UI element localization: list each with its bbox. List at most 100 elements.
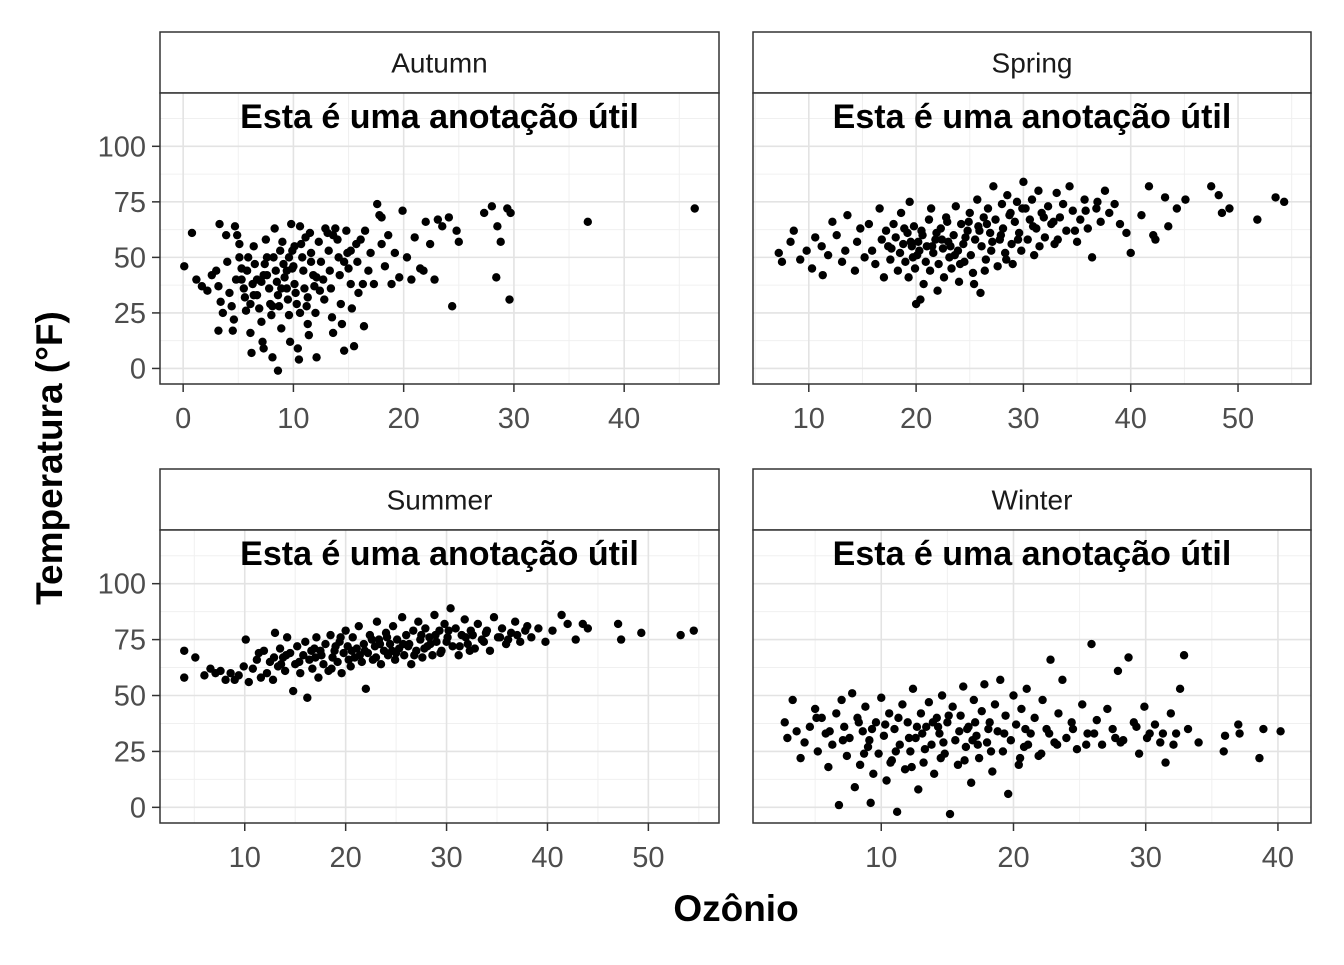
- data-point: [299, 651, 308, 660]
- data-point: [225, 288, 234, 298]
- data-point: [881, 720, 890, 729]
- data-point: [1134, 749, 1144, 758]
- data-point: [979, 213, 988, 222]
- data-point: [306, 248, 316, 258]
- data-point: [1103, 704, 1112, 714]
- data-point: [244, 677, 253, 687]
- data-point: [855, 760, 865, 770]
- data-point: [312, 633, 321, 642]
- data-point: [278, 237, 287, 247]
- data-point: [783, 733, 792, 743]
- data-point: [360, 226, 370, 235]
- data-point: [1044, 729, 1054, 738]
- data-point: [993, 262, 1002, 271]
- data-point: [460, 615, 469, 624]
- x-tick-label: 20: [330, 842, 362, 874]
- data-point: [493, 222, 502, 231]
- data-point: [1030, 713, 1039, 723]
- data-point: [407, 275, 416, 284]
- data-point: [811, 233, 820, 242]
- data-point: [1179, 651, 1189, 660]
- data-point: [583, 217, 592, 227]
- data-point: [828, 217, 837, 227]
- data-point: [1276, 727, 1285, 736]
- data-point: [924, 698, 934, 707]
- data-point: [444, 626, 453, 635]
- data-point: [886, 255, 895, 264]
- data-point: [247, 348, 256, 358]
- data-point: [789, 226, 798, 235]
- data-point: [398, 639, 408, 649]
- data-point: [497, 624, 507, 633]
- data-point: [465, 646, 474, 655]
- data-point: [840, 722, 849, 732]
- data-point: [262, 668, 272, 678]
- data-point: [489, 613, 499, 622]
- facet-strip: [159, 31, 720, 94]
- x-tick-label: 20: [997, 842, 1029, 874]
- data-point: [969, 279, 979, 289]
- data-point: [454, 651, 463, 660]
- data-point: [248, 664, 258, 673]
- data-point: [961, 742, 971, 752]
- data-point: [908, 684, 918, 694]
- x-tick-label: 40: [1262, 842, 1294, 874]
- data-point: [268, 302, 277, 311]
- data-point: [249, 290, 258, 300]
- data-point: [1049, 217, 1058, 227]
- data-point: [1078, 700, 1087, 709]
- data-point: [318, 275, 328, 284]
- data-point: [339, 346, 349, 355]
- data-point: [1014, 228, 1024, 238]
- data-point: [1160, 193, 1170, 202]
- data-point: [262, 253, 272, 262]
- data-point: [874, 749, 883, 758]
- data-point: [316, 646, 325, 655]
- data-point: [982, 219, 992, 229]
- x-tick-label: 40: [1115, 403, 1147, 435]
- data-point: [479, 208, 489, 218]
- data-point: [914, 237, 923, 247]
- data-point: [881, 226, 891, 235]
- data-point: [1081, 206, 1090, 215]
- data-point: [354, 288, 363, 298]
- data-point: [371, 653, 381, 662]
- data-point: [1011, 720, 1021, 729]
- x-axis-title: Ozônio: [673, 888, 798, 929]
- data-point: [229, 315, 239, 324]
- data-point: [1126, 248, 1135, 258]
- data-point: [1076, 215, 1085, 224]
- data-point: [1113, 666, 1123, 676]
- data-point: [975, 226, 984, 235]
- data-point: [918, 230, 927, 240]
- data-point: [1027, 195, 1037, 204]
- x-tick-label: 30: [1130, 842, 1162, 874]
- y-tick-label: 100: [98, 569, 146, 601]
- data-point: [218, 308, 228, 318]
- data-point: [1053, 235, 1062, 244]
- data-point: [949, 230, 958, 240]
- data-point: [1035, 242, 1044, 251]
- data-point: [1062, 733, 1071, 743]
- data-point: [966, 778, 976, 787]
- data-point: [1080, 195, 1089, 204]
- data-point: [283, 295, 293, 304]
- data-point: [303, 319, 312, 329]
- data-point: [823, 250, 833, 260]
- data-point: [290, 242, 299, 251]
- data-point: [895, 248, 905, 258]
- data-point: [879, 273, 889, 282]
- data-point: [1000, 729, 1009, 738]
- data-point: [1140, 702, 1149, 711]
- data-point: [1122, 228, 1131, 238]
- panel-annotation: Esta é uma anotação útil: [833, 535, 1232, 573]
- data-point: [951, 736, 960, 745]
- data-point: [506, 208, 515, 218]
- data-point: [1001, 711, 1010, 720]
- data-point: [832, 709, 841, 718]
- data-point: [856, 224, 865, 233]
- data-point: [249, 242, 258, 251]
- data-point: [346, 279, 355, 289]
- data-point: [865, 736, 874, 745]
